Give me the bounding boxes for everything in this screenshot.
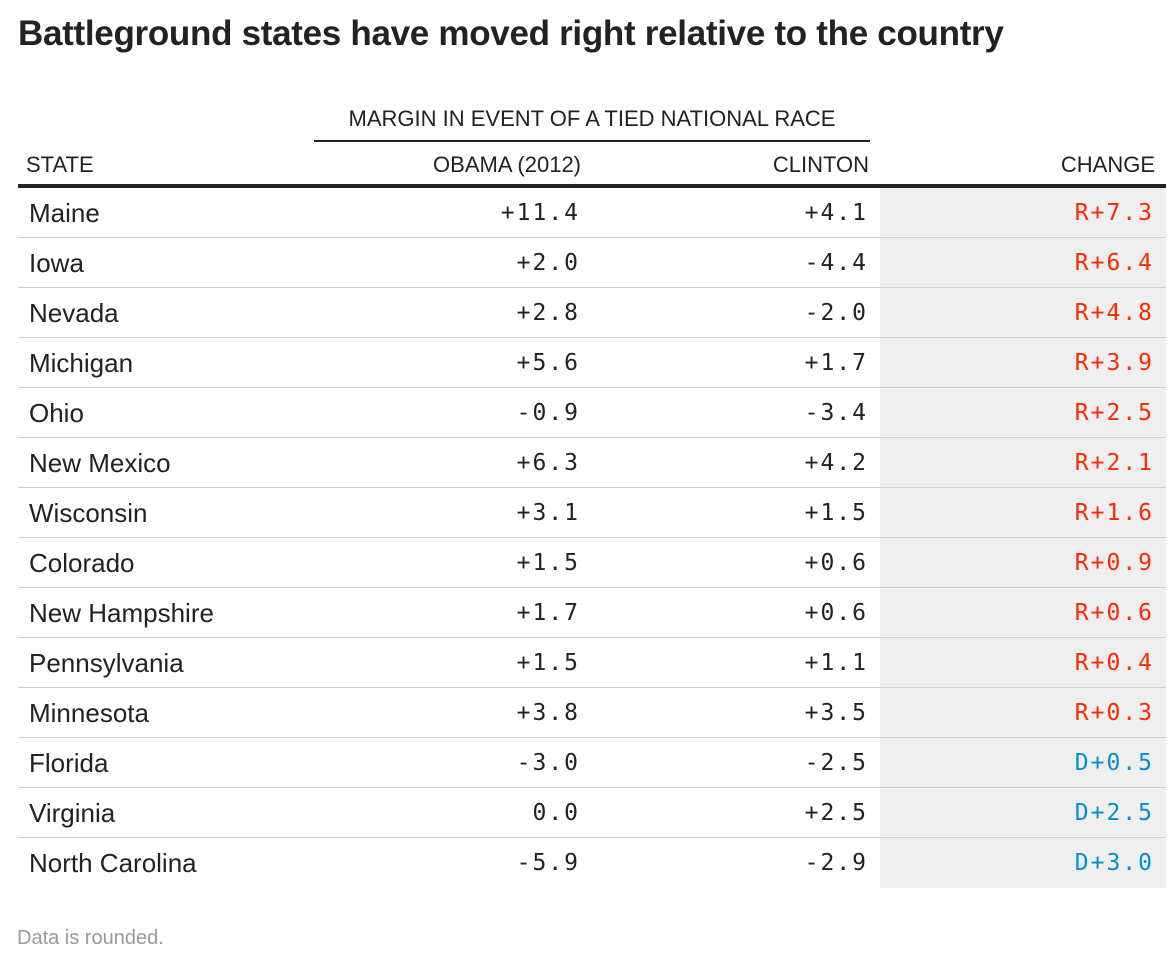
change-value: R+0.4 <box>1074 650 1154 676</box>
table-row: Florida -3.0 -2.5 D+0.5 <box>18 738 1166 788</box>
group-header-margin: MARGIN IN EVENT OF A TIED NATIONAL RACE <box>314 106 870 142</box>
state-name: New Mexico <box>29 448 171 478</box>
obama-margin-value: -0.9 <box>516 400 580 426</box>
table-row: New Hampshire +1.7 +0.6 R+0.6 <box>18 588 1166 638</box>
table-row: New Mexico +6.3 +4.2 R+2.1 <box>18 438 1166 488</box>
obama-margin-value: +2.8 <box>516 300 580 326</box>
clinton-margin-value: +1.5 <box>804 500 868 526</box>
obama-margin-value: +5.6 <box>516 350 580 376</box>
table-row: Maine +11.4 +4.1 R+7.3 <box>18 188 1166 238</box>
table-row: Virginia 0.0 +2.5 D+2.5 <box>18 788 1166 838</box>
table-row: Iowa +2.0 -4.4 R+6.4 <box>18 238 1166 288</box>
state-name: Virginia <box>29 798 116 828</box>
change-value: R+0.6 <box>1074 600 1154 626</box>
change-column-background <box>880 188 1166 888</box>
change-value: D+2.5 <box>1074 800 1154 826</box>
clinton-margin-value: -2.0 <box>804 300 868 326</box>
obama-margin-value: +1.5 <box>516 550 580 576</box>
state-name: North Carolina <box>29 848 197 878</box>
clinton-margin-value: +2.5 <box>804 800 868 826</box>
state-name: Ohio <box>29 398 84 428</box>
table-row: North Carolina -5.9 -2.9 D+3.0 <box>18 838 1166 888</box>
change-value: R+2.5 <box>1074 400 1154 426</box>
change-value: R+2.1 <box>1074 450 1154 476</box>
state-name: Nevada <box>29 298 119 328</box>
state-name: Pennsylvania <box>29 648 184 678</box>
clinton-margin-value: +0.6 <box>804 550 868 576</box>
state-name: Florida <box>29 748 109 778</box>
obama-margin-value: +3.1 <box>516 500 580 526</box>
clinton-margin-value: +1.7 <box>804 350 868 376</box>
change-value: R+7.3 <box>1074 200 1154 226</box>
obama-margin-value: +11.4 <box>500 200 580 226</box>
state-name: Iowa <box>29 248 84 278</box>
clinton-margin-value: +4.1 <box>804 200 868 226</box>
obama-margin-value: +6.3 <box>516 450 580 476</box>
table-row: Minnesota +3.8 +3.5 R+0.3 <box>18 688 1166 738</box>
table-row: Ohio -0.9 -3.4 R+2.5 <box>18 388 1166 438</box>
obama-margin-value: -3.0 <box>516 750 580 776</box>
obama-margin-value: +1.7 <box>516 600 580 626</box>
table-row: Michigan +5.6 +1.7 R+3.9 <box>18 338 1166 388</box>
table-row: Wisconsin +3.1 +1.5 R+1.6 <box>18 488 1166 538</box>
obama-margin-value: +2.0 <box>516 250 580 276</box>
obama-margin-value: +3.8 <box>516 700 580 726</box>
column-header-obama: OBAMA (2012) <box>433 152 581 177</box>
column-header-state: STATE <box>26 152 94 177</box>
state-name: Colorado <box>29 548 135 578</box>
change-value: R+1.6 <box>1074 500 1154 526</box>
obama-margin-value: 0.0 <box>532 800 580 826</box>
state-name: Wisconsin <box>29 498 148 528</box>
table-row: Nevada +2.8 -2.0 R+4.8 <box>18 288 1166 338</box>
clinton-margin-value: -2.5 <box>804 750 868 776</box>
change-value: D+3.0 <box>1074 850 1154 876</box>
column-header-change: CHANGE <box>1060 152 1155 177</box>
clinton-margin-value: -3.4 <box>804 400 868 426</box>
clinton-margin-value: +3.5 <box>804 700 868 726</box>
column-header-clinton: CLINTON <box>772 152 869 177</box>
state-name: Michigan <box>29 348 134 378</box>
clinton-margin-value: +0.6 <box>804 600 868 626</box>
clinton-margin-value: +1.1 <box>804 650 868 676</box>
change-value: D+0.5 <box>1074 750 1154 776</box>
clinton-margin-value: -4.4 <box>804 250 868 276</box>
obama-margin-value: -5.9 <box>516 850 580 876</box>
state-name: Minnesota <box>29 698 149 728</box>
change-value: R+3.9 <box>1074 350 1154 376</box>
change-value: R+0.3 <box>1074 700 1154 726</box>
clinton-margin-value: -2.9 <box>804 850 868 876</box>
change-value: R+4.8 <box>1074 300 1154 326</box>
clinton-margin-value: +4.2 <box>804 450 868 476</box>
footnote: Data is rounded. <box>17 927 164 949</box>
change-value: R+6.4 <box>1074 250 1154 276</box>
change-value: R+0.9 <box>1074 550 1154 576</box>
header-rule <box>18 184 1166 188</box>
table-row: Pennsylvania +1.5 +1.1 R+0.4 <box>18 638 1166 688</box>
chart-title: Battleground states have moved right rel… <box>18 14 1004 53</box>
obama-margin-value: +1.5 <box>516 650 580 676</box>
table-row: Colorado +1.5 +0.6 R+0.9 <box>18 538 1166 588</box>
table-body: Maine +11.4 +4.1 R+7.3 Iowa +2.0 -4.4 R+6.4 Neva… <box>18 188 1166 888</box>
state-name: Maine <box>29 198 100 228</box>
state-name: New Hampshire <box>29 598 214 628</box>
